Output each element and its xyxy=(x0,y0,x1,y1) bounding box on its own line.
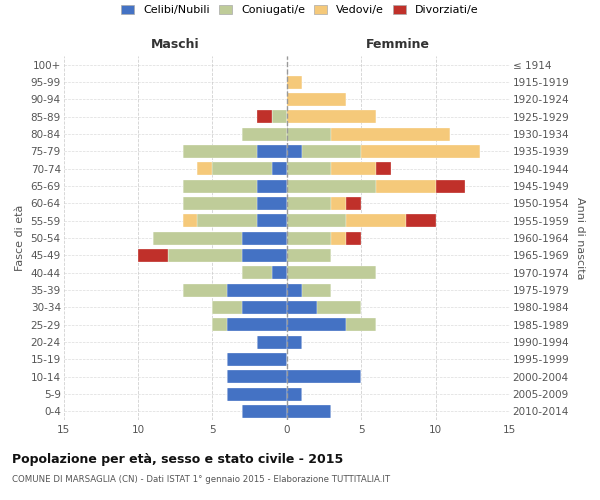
Bar xyxy=(436,180,465,192)
Bar xyxy=(287,93,346,106)
Bar xyxy=(287,388,302,400)
Text: Popolazione per età, sesso e stato civile - 2015: Popolazione per età, sesso e stato civil… xyxy=(12,452,343,466)
Bar xyxy=(242,249,287,262)
Bar xyxy=(287,214,346,227)
Bar xyxy=(182,284,227,296)
Bar xyxy=(317,301,361,314)
Bar xyxy=(287,405,331,418)
Bar xyxy=(302,284,331,296)
Y-axis label: Fasce di età: Fasce di età xyxy=(15,205,25,272)
Bar xyxy=(287,284,302,296)
Bar xyxy=(182,197,257,210)
Bar xyxy=(287,76,302,88)
Bar xyxy=(212,318,227,332)
Bar xyxy=(376,162,391,175)
Bar xyxy=(182,180,257,192)
Bar xyxy=(287,232,331,244)
Bar xyxy=(331,162,376,175)
Bar xyxy=(227,370,287,384)
Bar xyxy=(331,197,346,210)
Bar xyxy=(272,266,287,280)
Bar xyxy=(257,336,287,348)
Text: COMUNE DI MARSAGLIA (CN) - Dati ISTAT 1° gennaio 2015 - Elaborazione TUTTITALIA.: COMUNE DI MARSAGLIA (CN) - Dati ISTAT 1°… xyxy=(12,476,390,484)
Bar xyxy=(257,110,272,123)
Bar xyxy=(197,162,212,175)
Bar xyxy=(212,162,272,175)
Bar xyxy=(287,128,331,140)
Bar xyxy=(242,301,287,314)
Bar xyxy=(242,128,287,140)
Bar xyxy=(197,214,257,227)
Bar xyxy=(287,301,317,314)
Bar xyxy=(346,214,406,227)
Bar xyxy=(287,318,346,332)
Bar xyxy=(287,110,376,123)
Bar xyxy=(168,249,242,262)
Bar xyxy=(227,284,287,296)
Bar xyxy=(257,145,287,158)
Legend: Celibi/Nubili, Coniugati/e, Vedovi/e, Divorziati/e: Celibi/Nubili, Coniugati/e, Vedovi/e, Di… xyxy=(117,0,483,20)
Bar xyxy=(138,249,168,262)
Bar xyxy=(287,266,376,280)
Bar xyxy=(302,145,361,158)
Bar xyxy=(287,197,331,210)
Bar xyxy=(287,249,331,262)
Y-axis label: Anni di nascita: Anni di nascita xyxy=(575,197,585,280)
Bar xyxy=(272,162,287,175)
Bar xyxy=(331,128,451,140)
Text: Maschi: Maschi xyxy=(151,38,199,51)
Bar xyxy=(346,197,361,210)
Bar xyxy=(227,353,287,366)
Bar xyxy=(227,388,287,400)
Bar xyxy=(212,301,242,314)
Bar xyxy=(182,145,257,158)
Bar xyxy=(182,214,197,227)
Bar xyxy=(257,180,287,192)
Bar xyxy=(287,162,331,175)
Bar xyxy=(257,197,287,210)
Bar xyxy=(242,232,287,244)
Bar xyxy=(346,318,376,332)
Bar xyxy=(272,110,287,123)
Bar xyxy=(406,214,436,227)
Bar xyxy=(346,232,361,244)
Bar xyxy=(242,266,272,280)
Bar xyxy=(287,145,302,158)
Bar xyxy=(331,232,346,244)
Bar xyxy=(227,318,287,332)
Text: Femmine: Femmine xyxy=(367,38,430,51)
Bar xyxy=(361,145,480,158)
Bar xyxy=(287,180,376,192)
Bar xyxy=(153,232,242,244)
Bar xyxy=(287,370,361,384)
Bar xyxy=(257,214,287,227)
Bar xyxy=(242,405,287,418)
Bar xyxy=(287,336,302,348)
Bar xyxy=(376,180,436,192)
